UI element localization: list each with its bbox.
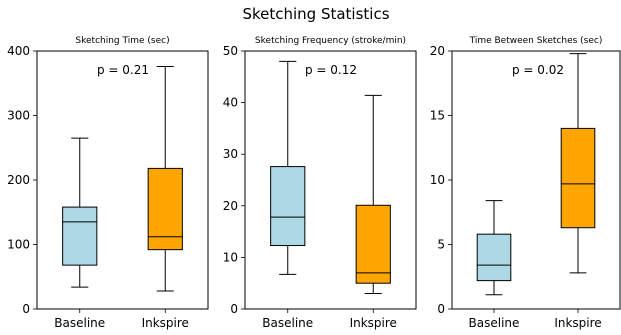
x-tick-label: Baseline bbox=[469, 316, 520, 330]
box-body bbox=[147, 167, 183, 251]
y-tick-label: 15 bbox=[430, 109, 445, 123]
p-value-annotation: p = 0.12 bbox=[305, 63, 357, 77]
y-tick-label: 300 bbox=[7, 109, 30, 123]
p-value-annotation: p = 0.02 bbox=[512, 63, 564, 77]
p-value-annotation: p = 0.21 bbox=[97, 63, 149, 77]
chart-panel: Time Between Sketches (sec) 0 5 10 15 20 Basel… bbox=[430, 36, 621, 330]
y-tick-label: 200 bbox=[7, 173, 30, 187]
box-body bbox=[62, 206, 98, 266]
y-tick-label: 10 bbox=[223, 250, 238, 264]
y-tick-label: 0 bbox=[22, 302, 30, 316]
box-body bbox=[560, 127, 596, 229]
y-tick-label: 50 bbox=[223, 44, 238, 58]
y-tick-label: 40 bbox=[223, 96, 238, 110]
x-tick-label: Baseline bbox=[54, 316, 105, 330]
panel-title: Sketching Frequency (stroke/min) bbox=[255, 36, 406, 46]
box-baseline bbox=[476, 200, 512, 296]
box-inkspire bbox=[355, 94, 391, 295]
y-tick-label: 20 bbox=[430, 44, 445, 58]
y-tick-label: 0 bbox=[230, 302, 238, 316]
chart-panel: Sketching Frequency (stroke/min) 0 10 20 30 4… bbox=[223, 36, 417, 330]
x-tick-label: Inkspire bbox=[350, 316, 397, 330]
box-body bbox=[355, 204, 391, 284]
axes-frame bbox=[36, 50, 209, 310]
y-tick-label: 100 bbox=[7, 238, 30, 252]
panel-title: Sketching Time (sec) bbox=[75, 36, 169, 46]
x-tick-label: Inkspire bbox=[142, 316, 189, 330]
y-tick-label: 0 bbox=[437, 302, 445, 316]
chart-panel: Sketching Time (sec) 0 100 200 300 400 Baselin… bbox=[7, 36, 209, 330]
y-tick-label: 20 bbox=[223, 199, 238, 213]
y-tick-label: 5 bbox=[437, 238, 445, 252]
figure-title: Sketching Statistics bbox=[242, 5, 389, 23]
box-baseline bbox=[270, 60, 306, 275]
axes-frame bbox=[244, 50, 417, 310]
box-inkspire bbox=[560, 53, 596, 274]
box-body bbox=[270, 166, 306, 247]
box-body bbox=[476, 233, 512, 282]
axes-frame bbox=[451, 50, 621, 310]
y-tick-label: 10 bbox=[430, 173, 445, 187]
box-inkspire bbox=[147, 65, 183, 292]
y-tick-label: 400 bbox=[7, 44, 30, 58]
x-tick-label: Baseline bbox=[262, 316, 313, 330]
box-baseline bbox=[62, 137, 98, 288]
chart-panels: Sketching Time (sec)0100200300400Baselin… bbox=[7, 36, 621, 330]
panel-title: Time Between Sketches (sec) bbox=[469, 36, 603, 46]
y-tick-label: 30 bbox=[223, 147, 238, 161]
x-tick-label: Inkspire bbox=[554, 316, 601, 330]
